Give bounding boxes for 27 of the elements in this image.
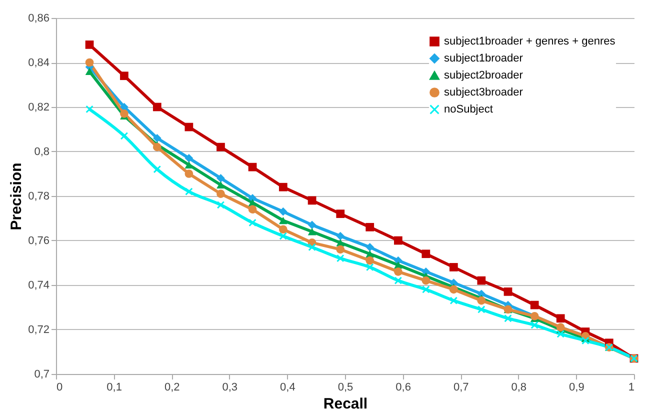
y-tick-label: 0,78 <box>28 190 50 202</box>
x-tick-label: 0,5 <box>338 382 354 394</box>
x-tick-label: 0,3 <box>222 382 238 394</box>
y-tick-label: 0,76 <box>28 235 50 247</box>
y-tick-label: 0,72 <box>28 324 50 336</box>
y-tick-label: 0,74 <box>28 280 50 292</box>
x-tick-label: 0 <box>56 382 63 394</box>
x-tick-label: 0,1 <box>106 382 122 394</box>
y-tick-label: 0,82 <box>28 102 50 114</box>
x-tick-label: 0,7 <box>453 382 469 394</box>
x-tick-label: 0,4 <box>280 382 296 394</box>
legend-label: subject3broader <box>444 86 524 98</box>
x-tick-label: 1 <box>628 382 634 394</box>
y-tick-label: 0,84 <box>28 57 50 69</box>
legend-label: subject2broader <box>444 70 524 82</box>
y-tick-label: 0,86 <box>28 12 50 24</box>
legend-label: noSubject <box>444 104 493 116</box>
x-tick-label: 0,8 <box>511 382 527 394</box>
x-tick-label: 0,9 <box>569 382 584 394</box>
y-axis-title: Precision <box>8 162 26 230</box>
legend-label: subject1broader <box>444 52 524 64</box>
x-axis-title: Recall <box>323 396 368 412</box>
legend-label: subject1broader + genres + genres <box>444 36 616 48</box>
y-tick-label: 0,8 <box>34 146 50 158</box>
x-tick-label: 0,2 <box>164 382 180 394</box>
x-tick-label: 0,6 <box>396 382 411 394</box>
y-tick-label: 0,7 <box>34 368 50 380</box>
